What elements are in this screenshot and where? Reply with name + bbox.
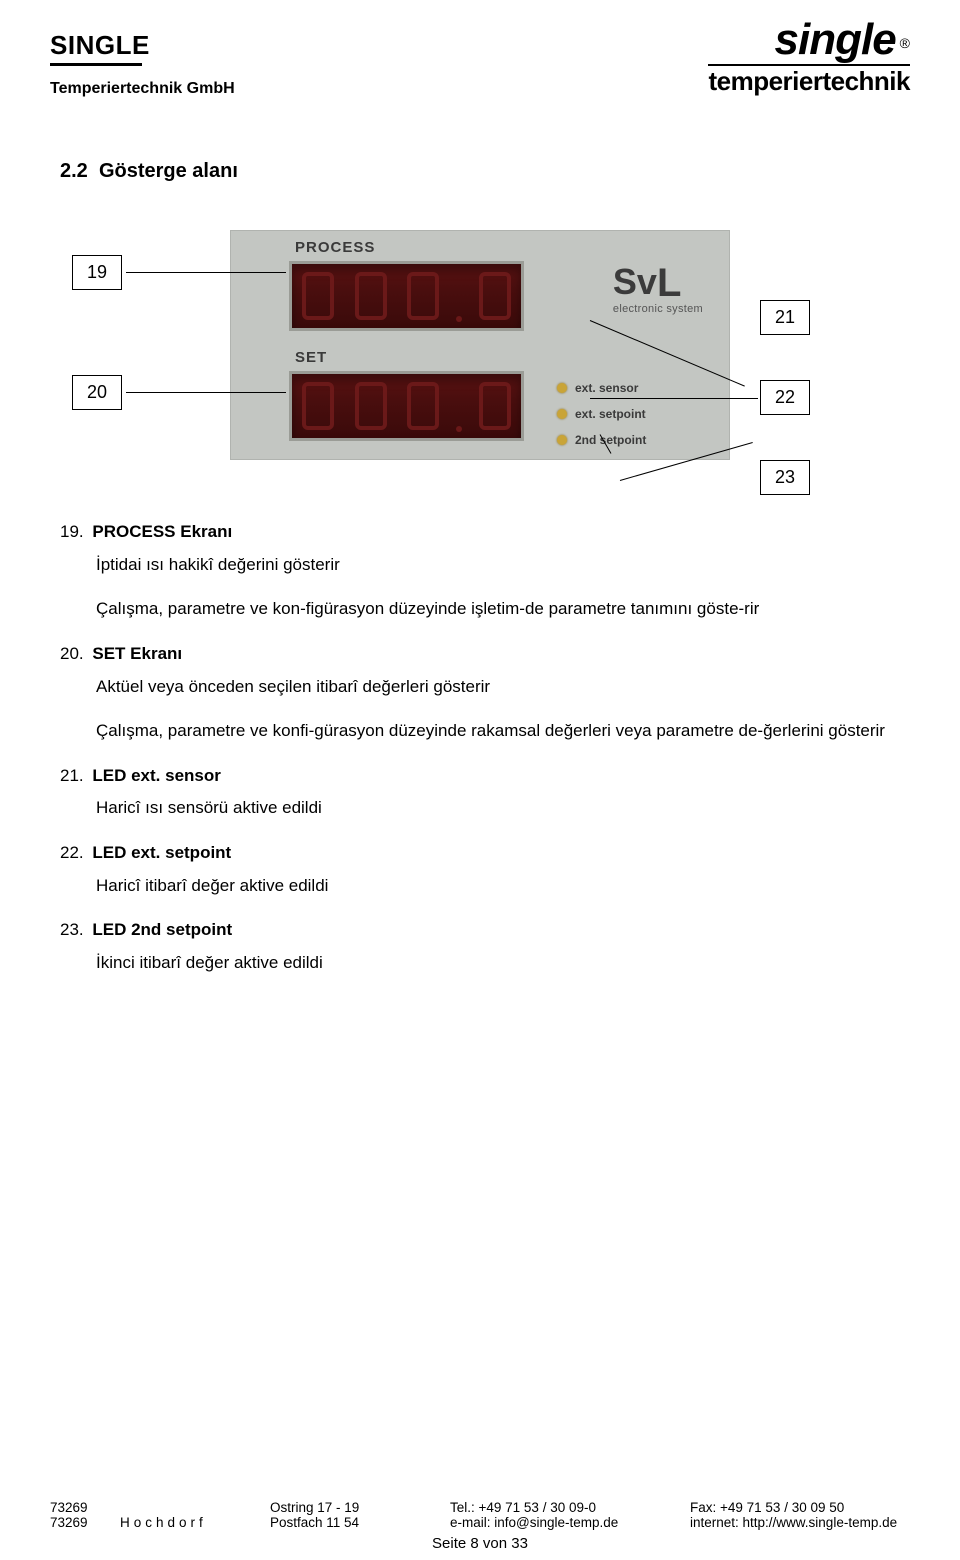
item-para: Çalışma, parametre ve konfi-gürasyon düz… xyxy=(96,719,900,744)
brand-left: SINGLE xyxy=(50,30,235,61)
led-dot-icon xyxy=(557,435,567,445)
item-para: İptidai ısı hakikî değerini gösterir xyxy=(96,553,900,578)
led-label: 2nd setpoint xyxy=(575,433,646,447)
footer-cell: internet: http://www.single-temp.de xyxy=(690,1515,910,1530)
item-para: İkinci itibarî değer aktive edildi xyxy=(96,951,900,976)
logo-registered: ® xyxy=(900,35,910,51)
callout-22: 22 xyxy=(760,380,810,415)
svl-logo-block: SvL electronic system xyxy=(613,261,703,315)
label-set: SET xyxy=(295,349,327,366)
logo-sub: temperiertechnik xyxy=(708,66,910,97)
item-19: 19. PROCESS Ekranı İptidai ısı hakikî de… xyxy=(60,520,900,622)
display-process xyxy=(289,261,524,331)
led-label: ext. setpoint xyxy=(575,407,646,421)
display-set xyxy=(289,371,524,441)
svl-l: L xyxy=(657,263,681,303)
led-ext-setpoint: ext. setpoint xyxy=(557,407,646,421)
device-panel: PROCESS SET SvL electronic system ext. s… xyxy=(230,230,730,460)
header-right-logo: single® temperiertechnik xyxy=(708,18,910,97)
footer-cell: e-mail: info@single-temp.de xyxy=(450,1515,690,1530)
led-label: ext. sensor xyxy=(575,381,638,395)
seg-digit xyxy=(475,378,515,434)
brand-subtitle: Temperiertechnik GmbH xyxy=(50,80,235,98)
led-dot-icon xyxy=(557,383,567,393)
item-num: 20. xyxy=(60,644,84,663)
page-number: Seite 8 von 33 xyxy=(0,1535,960,1552)
callout-21: 21 xyxy=(760,300,810,335)
footer-cell: Tel.: +49 71 53 / 30 09-0 xyxy=(450,1500,690,1515)
callout-19: 19 xyxy=(72,255,122,290)
label-process: PROCESS xyxy=(295,239,375,256)
item-para: Aktüel veya önceden seçilen itibarî değe… xyxy=(96,675,900,700)
item-22: 22. LED ext. setpoint Haricî itibarî değ… xyxy=(60,841,900,898)
seg-digit xyxy=(403,268,443,324)
item-para: Haricî ısı sensörü aktive edildi xyxy=(96,796,900,821)
footer-cell: 73269 xyxy=(50,1515,120,1530)
connector-line xyxy=(126,272,286,273)
section-number: 2.2 xyxy=(60,160,88,182)
footer-cell: Ostring 17 - 19 xyxy=(270,1500,450,1515)
seg-dot xyxy=(456,426,462,432)
logo-wrap: single® temperiertechnik xyxy=(708,18,910,97)
item-num: 22. xyxy=(60,843,84,862)
led-ext-sensor: ext. sensor xyxy=(557,381,638,395)
item-num: 19. xyxy=(60,522,84,541)
led-dot-icon xyxy=(557,409,567,419)
connector-line xyxy=(590,398,758,399)
connector-line xyxy=(126,392,286,393)
footer-cell xyxy=(120,1500,270,1515)
item-title: PROCESS Ekranı xyxy=(92,522,232,541)
footer-cell: Fax: +49 71 53 / 30 09 50 xyxy=(690,1500,910,1515)
item-21: 21. LED ext. sensor Haricî ısı sensörü a… xyxy=(60,764,900,821)
callout-23: 23 xyxy=(760,460,810,495)
footer-row: 73269 Hochdorf Postfach 11 54 e-mail: in… xyxy=(50,1515,910,1530)
item-para: Çalışma, parametre ve kon-figürasyon düz… xyxy=(96,597,900,622)
item-title: LED 2nd setpoint xyxy=(92,920,232,939)
body-text: 19. PROCESS Ekranı İptidai ısı hakikî de… xyxy=(60,520,900,996)
item-20: 20. SET Ekranı Aktüel veya önceden seçil… xyxy=(60,642,900,744)
section-title: 2.2 Gösterge alanı xyxy=(60,160,238,183)
svl-sv: Sv xyxy=(613,261,657,302)
section-title-text: Gösterge alanı xyxy=(99,160,238,182)
seg-digit xyxy=(475,268,515,324)
item-23: 23. LED 2nd setpoint İkinci itibarî değe… xyxy=(60,918,900,975)
item-para: Haricî itibarî değer aktive edildi xyxy=(96,874,900,899)
callout-20: 20 xyxy=(72,375,122,410)
item-title: LED ext. setpoint xyxy=(92,843,231,862)
footer-cell: 73269 xyxy=(50,1500,120,1515)
header-left: SINGLE Temperiertechnik GmbH xyxy=(50,30,235,98)
logo-main: single xyxy=(775,15,896,64)
seg-digit xyxy=(403,378,443,434)
page: SINGLE Temperiertechnik GmbH single® tem… xyxy=(0,0,960,1560)
footer: 73269 Ostring 17 - 19 Tel.: +49 71 53 / … xyxy=(50,1500,910,1530)
seg-digit xyxy=(298,268,338,324)
item-num: 21. xyxy=(60,766,84,785)
footer-row: 73269 Ostring 17 - 19 Tel.: +49 71 53 / … xyxy=(50,1500,910,1515)
item-title: SET Ekranı xyxy=(92,644,182,663)
svl-logo: SvL xyxy=(613,261,703,301)
seg-digit xyxy=(351,378,391,434)
seg-digit xyxy=(351,268,391,324)
seg-digit xyxy=(298,378,338,434)
brand-underline xyxy=(50,63,142,66)
item-num: 23. xyxy=(60,920,84,939)
seg-dot xyxy=(456,316,462,322)
footer-cell: Postfach 11 54 xyxy=(270,1515,450,1530)
item-title: LED ext. sensor xyxy=(92,766,221,785)
footer-hochdorf: Hochdorf xyxy=(120,1515,270,1530)
